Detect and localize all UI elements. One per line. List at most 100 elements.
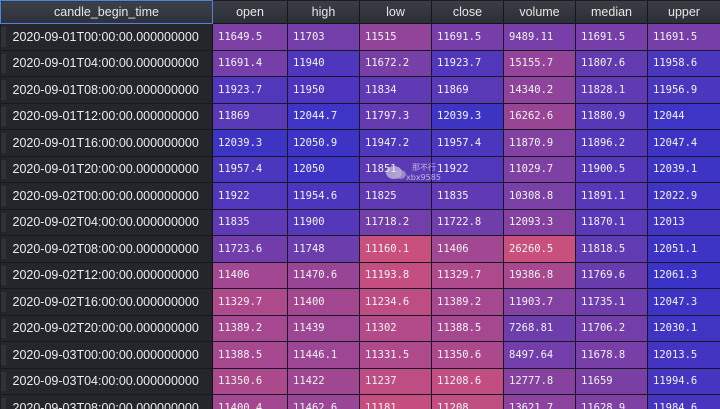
cell-close[interactable]: 11208 <box>431 394 504 409</box>
cell-low[interactable]: 11718.2 <box>359 209 432 236</box>
table-row[interactable]: 2020-09-01T04:00:00.000000000 11691.4 1194… <box>0 50 720 77</box>
table-row[interactable]: 2020-09-02T12:00:00.000000000 11406 11470.… <box>0 262 720 289</box>
cell-close[interactable]: 11388.5 <box>431 315 504 342</box>
cell-close[interactable]: 11350.6 <box>431 341 504 369</box>
cell-candle-begin-time[interactable]: 2020-09-02T16:00:00.000000000 <box>0 288 213 316</box>
cell-high[interactable]: 11400 <box>287 288 360 316</box>
cell-high[interactable]: 12050 <box>287 156 360 183</box>
cell-candle-begin-time[interactable]: 2020-09-01T08:00:00.000000000 <box>0 76 213 104</box>
table-row[interactable]: 2020-09-02T16:00:00.000000000 11329.7 1140… <box>0 288 720 316</box>
cell-median[interactable]: 11896.2 <box>575 129 648 157</box>
cell-open[interactable]: 11835 <box>212 209 288 236</box>
cell-low[interactable]: 11160.1 <box>359 235 432 263</box>
column-header-low[interactable]: low <box>359 0 432 24</box>
cell-close[interactable]: 12039.3 <box>431 103 504 130</box>
cell-low[interactable]: 11193.8 <box>359 262 432 289</box>
cell-volume[interactable]: 12777.8 <box>503 368 576 395</box>
cell-volume[interactable]: 14340.2 <box>503 76 576 104</box>
cell-close[interactable]: 11835 <box>431 182 504 210</box>
column-header-volume[interactable]: volume <box>503 0 576 24</box>
cell-median[interactable]: 11870.1 <box>575 209 648 236</box>
cell-upper[interactable]: 12013 <box>647 209 720 236</box>
cell-open[interactable]: 11329.7 <box>212 288 288 316</box>
cell-volume[interactable]: 10308.8 <box>503 182 576 210</box>
cell-open[interactable]: 11869 <box>212 103 288 130</box>
cell-median[interactable]: 11735.1 <box>575 288 648 316</box>
cell-median[interactable]: 11891.1 <box>575 182 648 210</box>
cell-high[interactable]: 11954.6 <box>287 182 360 210</box>
cell-low[interactable]: 11834 <box>359 76 432 104</box>
cell-low[interactable]: 11237 <box>359 368 432 395</box>
cell-upper[interactable]: 12013.5 <box>647 341 720 369</box>
column-header-high[interactable]: high <box>287 0 360 24</box>
table-row[interactable]: 2020-09-01T12:00:00.000000000 11869 12044.… <box>0 103 720 130</box>
cell-median[interactable]: 11880.9 <box>575 103 648 130</box>
cell-volume[interactable]: 9489.11 <box>503 23 576 51</box>
cell-volume[interactable]: 26260.5 <box>503 235 576 263</box>
cell-volume[interactable]: 11870.9 <box>503 129 576 157</box>
cell-upper[interactable]: 12051.1 <box>647 235 720 263</box>
cell-close[interactable]: 11957.4 <box>431 129 504 157</box>
cell-high[interactable]: 11446.1 <box>287 341 360 369</box>
table-row[interactable]: 2020-09-02T04:00:00.000000000 11835 11900 1… <box>0 209 720 236</box>
cell-upper[interactable]: 11958.6 <box>647 50 720 77</box>
table-row[interactable]: 2020-09-01T16:00:00.000000000 12039.3 1205… <box>0 129 720 157</box>
cell-low[interactable]: 11515 <box>359 23 432 51</box>
table-row[interactable]: 2020-09-01T00:00:00.000000000 11649.5 1170… <box>0 23 720 51</box>
cell-low[interactable]: 11851 <box>359 156 432 183</box>
cell-upper[interactable]: 11691.5 <box>647 23 720 51</box>
cell-close[interactable]: 11691.5 <box>431 23 504 51</box>
cell-open[interactable]: 11388.5 <box>212 341 288 369</box>
cell-close[interactable]: 11406 <box>431 235 504 263</box>
cell-open[interactable]: 11350.6 <box>212 368 288 395</box>
cell-volume[interactable]: 19386.8 <box>503 262 576 289</box>
cell-high[interactable]: 11748 <box>287 235 360 263</box>
cell-volume[interactable]: 8497.64 <box>503 341 576 369</box>
cell-high[interactable]: 11462.6 <box>287 394 360 409</box>
table-row[interactable]: 2020-09-03T04:00:00.000000000 11350.6 1142… <box>0 368 720 395</box>
cell-volume[interactable]: 13621.7 <box>503 394 576 409</box>
cell-median[interactable]: 11807.6 <box>575 50 648 77</box>
table-row[interactable]: 2020-09-03T08:00:00.000000000 11400.4 1146… <box>0 394 720 409</box>
cell-candle-begin-time[interactable]: 2020-09-01T20:00:00.000000000 <box>0 156 213 183</box>
cell-open[interactable]: 11400.4 <box>212 394 288 409</box>
column-header-candle-begin-time[interactable]: candle_begin_time <box>0 0 213 24</box>
cell-median[interactable]: 11706.2 <box>575 315 648 342</box>
cell-candle-begin-time[interactable]: 2020-09-03T00:00:00.000000000 <box>0 341 213 369</box>
table-row[interactable]: 2020-09-01T08:00:00.000000000 11923.7 1195… <box>0 76 720 104</box>
cell-open[interactable]: 12039.3 <box>212 129 288 157</box>
cell-candle-begin-time[interactable]: 2020-09-02T12:00:00.000000000 <box>0 262 213 289</box>
cell-volume[interactable]: 11029.7 <box>503 156 576 183</box>
cell-median[interactable]: 11628.9 <box>575 394 648 409</box>
cell-candle-begin-time[interactable]: 2020-09-02T08:00:00.000000000 <box>0 235 213 263</box>
cell-open[interactable]: 11649.5 <box>212 23 288 51</box>
cell-open[interactable]: 11691.4 <box>212 50 288 77</box>
cell-volume[interactable]: 7268.81 <box>503 315 576 342</box>
cell-upper[interactable]: 12022.9 <box>647 182 720 210</box>
cell-low[interactable]: 11947.2 <box>359 129 432 157</box>
cell-close[interactable]: 11329.7 <box>431 262 504 289</box>
table-row[interactable]: 2020-09-02T00:00:00.000000000 11922 11954.… <box>0 182 720 210</box>
cell-close[interactable]: 11923.7 <box>431 50 504 77</box>
column-header-open[interactable]: open <box>212 0 288 24</box>
table-row[interactable]: 2020-09-01T20:00:00.000000000 11957.4 1205… <box>0 156 720 183</box>
cell-candle-begin-time[interactable]: 2020-09-02T04:00:00.000000000 <box>0 209 213 236</box>
cell-upper[interactable]: 12061.3 <box>647 262 720 289</box>
cell-open[interactable]: 11723.6 <box>212 235 288 263</box>
cell-median[interactable]: 11818.5 <box>575 235 648 263</box>
cell-high[interactable]: 12050.9 <box>287 129 360 157</box>
cell-median[interactable]: 11828.1 <box>575 76 648 104</box>
cell-high[interactable]: 11703 <box>287 23 360 51</box>
cell-low[interactable]: 11302 <box>359 315 432 342</box>
cell-open[interactable]: 11389.2 <box>212 315 288 342</box>
cell-upper[interactable]: 12039.1 <box>647 156 720 183</box>
cell-volume[interactable]: 16262.6 <box>503 103 576 130</box>
cell-candle-begin-time[interactable]: 2020-09-01T16:00:00.000000000 <box>0 129 213 157</box>
cell-open[interactable]: 11406 <box>212 262 288 289</box>
cell-upper[interactable]: 12047.3 <box>647 288 720 316</box>
cell-candle-begin-time[interactable]: 2020-09-01T00:00:00.000000000 <box>0 23 213 51</box>
cell-low[interactable]: 11181 <box>359 394 432 409</box>
cell-close[interactable]: 11922 <box>431 156 504 183</box>
cell-low[interactable]: 11825 <box>359 182 432 210</box>
cell-median[interactable]: 11678.8 <box>575 341 648 369</box>
